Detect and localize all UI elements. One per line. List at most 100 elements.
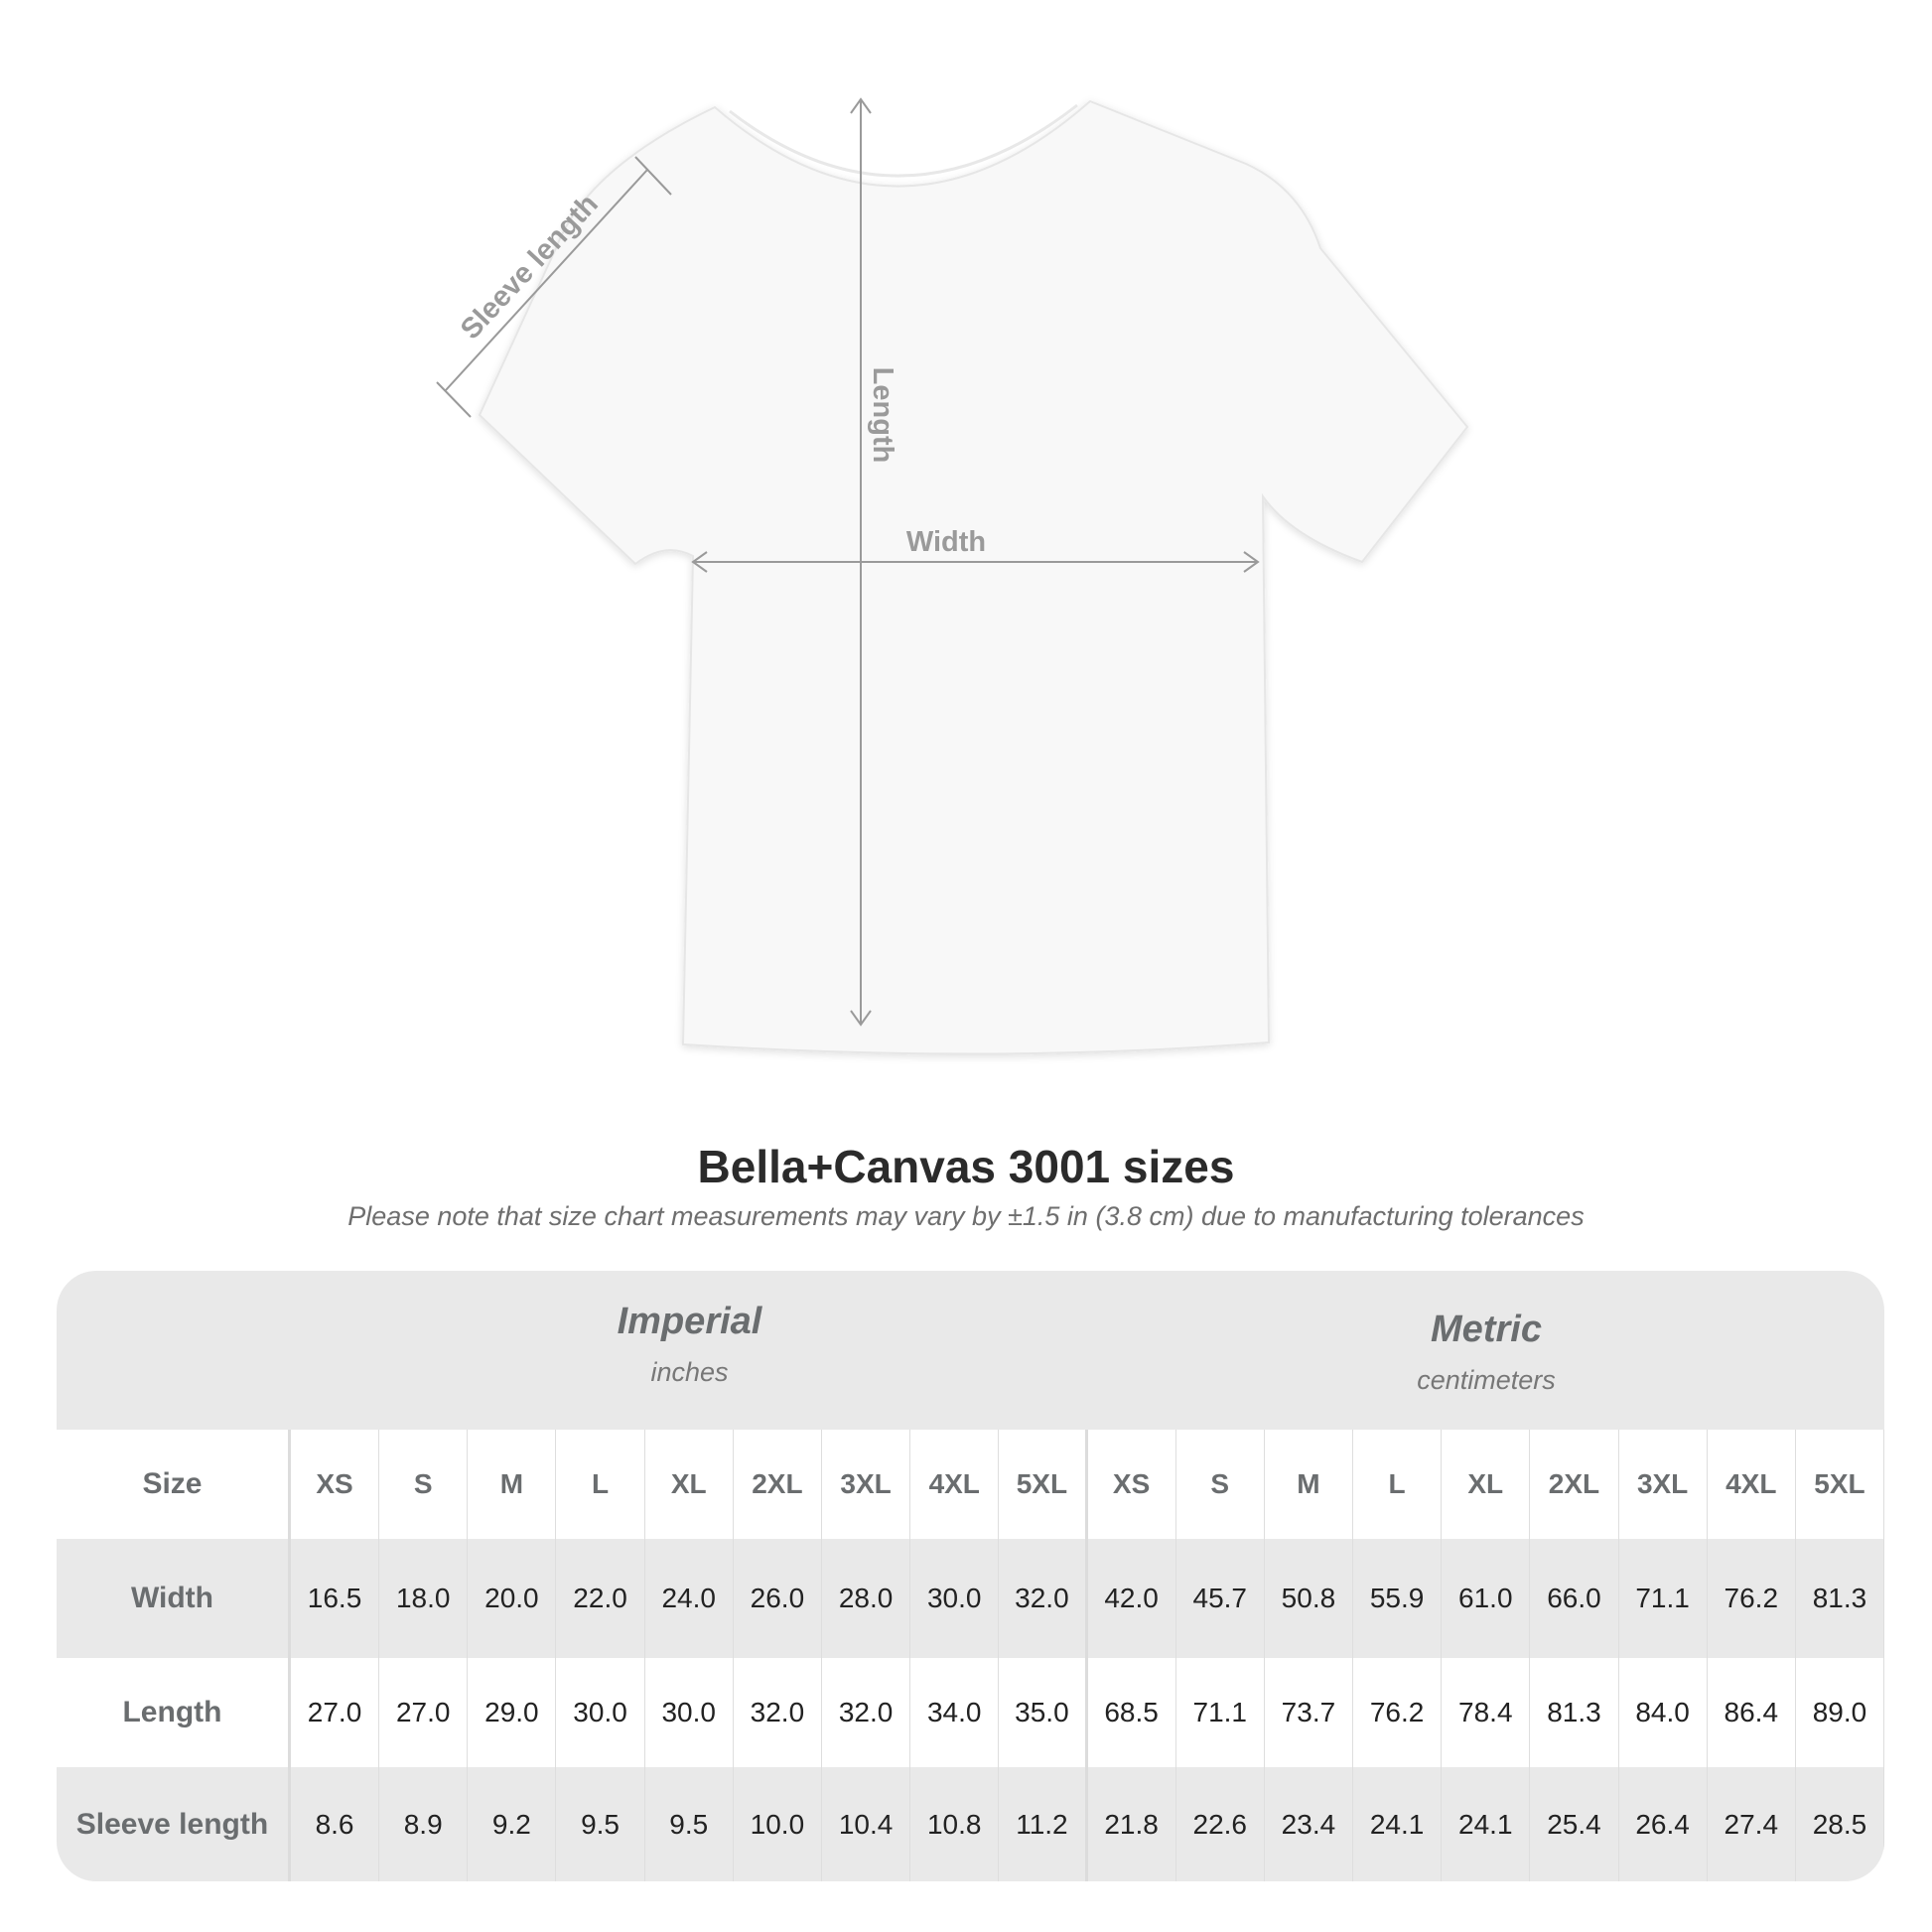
table-cell: 24.1: [1442, 1767, 1531, 1881]
table-cell: 81.3: [1796, 1539, 1884, 1658]
imperial-title: Imperial: [617, 1301, 762, 1342]
table-cell: 27.0: [379, 1658, 469, 1767]
size-header-metric-xl: XL: [1442, 1430, 1531, 1539]
table-row: Length 27.0 27.0 29.0 30.0 30.0 32.0 32.0 34.0 35…: [57, 1658, 1884, 1767]
size-header-row: Size XS S M L XL 2XL 3XL 4XL 5XL XS S M L XL 2XL 3XL 4XL 5…: [57, 1430, 1884, 1539]
table-cell: 26.0: [734, 1539, 822, 1658]
size-header-metric-m: M: [1265, 1430, 1354, 1539]
size-header-imperial-3xl: 3XL: [822, 1430, 911, 1539]
size-header-metric-l: L: [1353, 1430, 1443, 1539]
table-cell: 86.4: [1708, 1658, 1796, 1767]
table-cell: 8.6: [291, 1767, 380, 1881]
table-cell: 61.0: [1442, 1539, 1531, 1658]
table-cell: 76.2: [1708, 1539, 1796, 1658]
table-cell: 32.0: [999, 1539, 1088, 1658]
length-arrowhead-top: [850, 97, 872, 114]
length-arrowhead-bottom: [850, 1010, 872, 1027]
table-cell: 22.0: [556, 1539, 645, 1658]
width-arrowhead-right: [1243, 551, 1260, 573]
table-cell: 78.4: [1442, 1658, 1531, 1767]
width-label: Width: [906, 526, 986, 558]
size-column-label: Size: [57, 1430, 291, 1539]
table-cell: 9.5: [556, 1767, 645, 1881]
sleeve-tick-bottom: [436, 381, 472, 418]
table-cell: 10.8: [910, 1767, 1000, 1881]
table-cell: 28.0: [822, 1539, 911, 1658]
table-cell: 24.1: [1353, 1767, 1443, 1881]
table-row: Width 16.5 18.0 20.0 22.0 24.0 26.0 28.0 30.0 32.…: [57, 1539, 1884, 1658]
table-cell: 50.8: [1265, 1539, 1354, 1658]
sleeve-tick-top: [634, 156, 672, 196]
table-cell: 55.9: [1353, 1539, 1443, 1658]
table-cell: 30.0: [645, 1658, 734, 1767]
table-cell: 20.0: [468, 1539, 557, 1658]
table-cell: 25.4: [1530, 1767, 1619, 1881]
table-cell: 29.0: [468, 1658, 557, 1767]
size-header-metric-5xl: 5XL: [1796, 1430, 1884, 1539]
table-cell: 30.0: [556, 1658, 645, 1767]
table-cell: 16.5: [291, 1539, 380, 1658]
row-label: Width: [57, 1539, 291, 1658]
table-cell: 32.0: [734, 1658, 822, 1767]
table-cell: 23.4: [1265, 1767, 1354, 1881]
size-header-imperial-xs: XS: [291, 1430, 380, 1539]
tshirt-diagram: Sleeve length Length Width: [436, 97, 1469, 1055]
table-cell: 71.1: [1619, 1539, 1708, 1658]
table-cell: 8.9: [379, 1767, 469, 1881]
size-header-imperial-5xl: 5XL: [999, 1430, 1088, 1539]
page-title: Bella+Canvas 3001 sizes: [697, 1141, 1235, 1192]
width-arrowhead-left: [691, 551, 708, 573]
table-cell: 73.7: [1265, 1658, 1354, 1767]
table-cell: 27.0: [291, 1658, 380, 1767]
table-cell: 68.5: [1088, 1658, 1176, 1767]
table-row: Sleeve length 8.6 8.9 9.2 9.5 9.5 10.0 10.4 10.8…: [57, 1767, 1884, 1881]
table-cell: 89.0: [1796, 1658, 1884, 1767]
table-cell: 84.0: [1619, 1658, 1708, 1767]
size-header-imperial-4xl: 4XL: [910, 1430, 1000, 1539]
size-header-metric-4xl: 4XL: [1708, 1430, 1796, 1539]
size-header-imperial-s: S: [379, 1430, 469, 1539]
metric-group-header: Metric centimeters: [1088, 1309, 1884, 1396]
row-label: Length: [57, 1658, 291, 1767]
size-header-metric-2xl: 2XL: [1530, 1430, 1619, 1539]
metric-title: Metric: [1431, 1309, 1542, 1350]
row-band-width: [57, 1539, 1884, 1658]
size-header-imperial-m: M: [468, 1430, 557, 1539]
table-cell: 22.6: [1176, 1767, 1265, 1881]
table-cell: 30.0: [910, 1539, 1000, 1658]
table-cell: 66.0: [1530, 1539, 1619, 1658]
imperial-group-header: Imperial inches: [291, 1301, 1088, 1388]
length-label: Length: [867, 367, 898, 464]
row-label: Sleeve length: [57, 1767, 291, 1881]
table-cell: 42.0: [1088, 1539, 1176, 1658]
row-band-sleeve: [57, 1767, 1884, 1881]
table-cell: 45.7: [1176, 1539, 1265, 1658]
table-cell: 71.1: [1176, 1658, 1265, 1767]
size-header-imperial-2xl: 2XL: [734, 1430, 822, 1539]
header-band: [57, 1271, 1884, 1430]
metric-unit: centimeters: [1417, 1365, 1556, 1395]
tshirt-shape: [478, 99, 1469, 1055]
table-cell: 10.0: [734, 1767, 822, 1881]
size-header-metric-xs: XS: [1088, 1430, 1176, 1539]
table-cell: 32.0: [822, 1658, 911, 1767]
size-header-imperial-l: L: [556, 1430, 645, 1539]
size-table: Imperial inches Metric centimeters Size X…: [57, 1271, 1884, 1881]
table-cell: 26.4: [1619, 1767, 1708, 1881]
table-cell: 9.5: [645, 1767, 734, 1881]
table-cell: 35.0: [999, 1658, 1088, 1767]
table-cell: 28.5: [1796, 1767, 1884, 1881]
table-cell: 10.4: [822, 1767, 911, 1881]
size-header-metric-s: S: [1176, 1430, 1265, 1539]
size-header-metric-3xl: 3XL: [1619, 1430, 1708, 1539]
table-cell: 18.0: [379, 1539, 469, 1658]
imperial-unit: inches: [650, 1357, 729, 1387]
table-cell: 27.4: [1708, 1767, 1796, 1881]
sleeve-arrow: [445, 169, 648, 391]
size-header-imperial-xl: XL: [645, 1430, 734, 1539]
tolerance-note: Please note that size chart measurements…: [347, 1201, 1585, 1231]
collar: [729, 103, 1078, 178]
table-cell: 76.2: [1353, 1658, 1443, 1767]
table-cell: 11.2: [999, 1767, 1088, 1881]
table-cell: 34.0: [910, 1658, 1000, 1767]
